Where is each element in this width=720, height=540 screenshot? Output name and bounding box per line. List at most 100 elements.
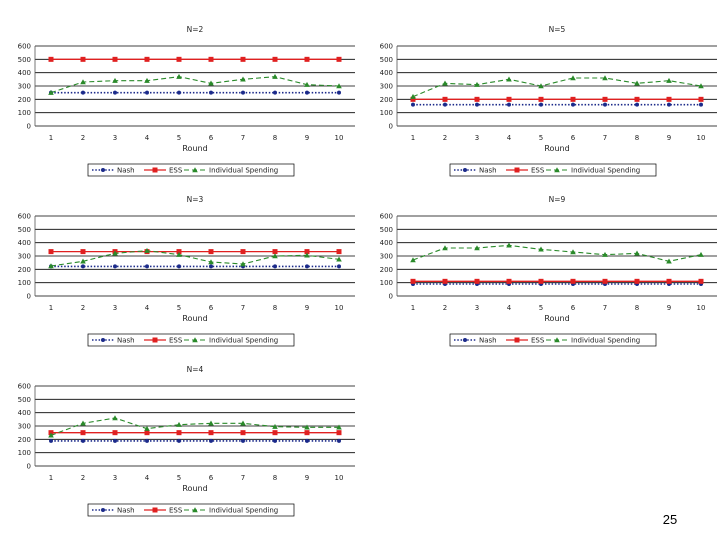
- y-tick-label: 200: [380, 266, 393, 274]
- legend-label-ess: ESS: [169, 167, 183, 175]
- x-tick-label: 3: [475, 304, 479, 312]
- series-ess: [410, 278, 704, 284]
- y-tick-label: 500: [380, 226, 393, 234]
- series-line-individual-spending: [412, 244, 702, 262]
- data-point-individual-spending: [112, 250, 118, 256]
- data-point-ess: [48, 56, 54, 62]
- data-point-ess: [570, 278, 576, 284]
- data-point-ess: [112, 430, 118, 436]
- data-point-individual-spending: [208, 420, 214, 426]
- data-point-individual-spending: [240, 420, 246, 426]
- data-point-nash: [305, 264, 309, 269]
- data-point-individual-spending: [442, 245, 448, 251]
- x-tick-label: 7: [603, 304, 607, 312]
- legend-label-nash: Nash: [117, 167, 135, 175]
- y-tick-label: 0: [389, 123, 393, 131]
- data-point-ess: [698, 278, 704, 284]
- x-tick-label: 2: [443, 304, 447, 312]
- series-individual-spending: [410, 75, 704, 99]
- y-tick-label: 0: [27, 123, 31, 131]
- data-point-ess: [442, 278, 448, 284]
- data-point-ess: [538, 96, 544, 102]
- legend-marker-ess: [152, 337, 158, 343]
- legend-marker-nash: [463, 338, 467, 342]
- x-tick-label: 4: [507, 304, 512, 312]
- data-point-ess: [442, 96, 448, 102]
- data-point-ess: [506, 96, 512, 102]
- legend: Nash ESS Individual Spending: [449, 333, 657, 347]
- y-tick-label: 300: [18, 423, 31, 431]
- data-point-nash: [273, 264, 277, 269]
- y-tick-label: 600: [380, 213, 393, 221]
- legend-marker-individual-spending: [554, 167, 560, 173]
- data-point-ess: [336, 56, 342, 62]
- x-tick-label: 5: [539, 304, 543, 312]
- series-line-individual-spending: [50, 417, 339, 436]
- data-point-nash: [145, 438, 149, 443]
- data-point-ess: [602, 278, 608, 284]
- x-tick-label: 7: [241, 304, 245, 312]
- data-point-ess: [570, 96, 576, 102]
- legend: Nash ESS Individual Spending: [87, 503, 295, 517]
- data-point-nash: [337, 438, 341, 443]
- data-point-nash: [337, 90, 341, 95]
- data-point-nash: [81, 264, 85, 269]
- legend-label-nash: Nash: [479, 337, 497, 345]
- legend-label-individual-spending: Individual Spending: [209, 167, 278, 175]
- legend-marker-ess: [152, 167, 158, 173]
- legend-label-ess: ESS: [531, 167, 545, 175]
- series-individual-spending: [48, 73, 342, 95]
- series-line-individual-spending: [50, 250, 340, 267]
- data-point-individual-spending: [336, 424, 342, 430]
- y-tick-label: 100: [380, 109, 393, 117]
- data-point-ess: [304, 56, 310, 62]
- legend-label-nash: Nash: [117, 507, 135, 515]
- data-point-ess: [240, 249, 246, 255]
- data-point-individual-spending: [272, 423, 278, 429]
- data-point-individual-spending: [176, 421, 182, 427]
- data-point-nash: [177, 264, 181, 269]
- data-point-individual-spending: [80, 258, 86, 264]
- x-tick-label: 10: [697, 134, 706, 142]
- series-nash: [49, 90, 341, 95]
- y-tick-label: 300: [18, 253, 31, 261]
- data-point-ess: [176, 249, 182, 255]
- data-point-individual-spending: [410, 93, 416, 99]
- x-tick-label: 1: [49, 474, 53, 482]
- x-tick-label: 9: [305, 304, 309, 312]
- legend-box: [449, 333, 657, 347]
- y-tick-label: 500: [18, 226, 31, 234]
- x-tick-label: 8: [273, 474, 277, 482]
- data-point-individual-spending: [666, 258, 672, 264]
- series-individual-spending: [48, 247, 342, 269]
- legend-label-nash: Nash: [117, 337, 135, 345]
- data-point-ess: [304, 430, 310, 436]
- data-point-ess: [80, 430, 86, 436]
- data-point-nash: [145, 264, 149, 269]
- legend-marker-individual-spending: [192, 507, 198, 513]
- data-point-individual-spending: [240, 261, 246, 267]
- data-point-individual-spending: [48, 263, 54, 269]
- x-tick-label: 1: [49, 304, 53, 312]
- x-tick-label: 9: [667, 134, 671, 142]
- data-point-ess: [666, 278, 672, 284]
- data-point-individual-spending: [144, 425, 150, 431]
- y-tick-label: 100: [18, 109, 31, 117]
- data-point-ess: [208, 430, 214, 436]
- x-tick-label: 7: [603, 134, 607, 142]
- data-point-nash: [49, 438, 53, 443]
- data-point-ess: [176, 56, 182, 62]
- data-point-individual-spending: [538, 246, 544, 252]
- x-tick-label: 7: [241, 474, 245, 482]
- data-point-individual-spending: [506, 76, 512, 82]
- data-point-ess: [506, 278, 512, 284]
- data-point-individual-spending: [208, 80, 214, 86]
- y-tick-label: 500: [380, 56, 393, 64]
- x-tick-label: 6: [209, 134, 214, 142]
- y-tick-label: 600: [18, 383, 31, 391]
- x-tick-label: 5: [539, 134, 543, 142]
- series-nash: [49, 438, 341, 443]
- data-point-individual-spending: [442, 80, 448, 86]
- data-point-nash: [273, 438, 277, 443]
- data-point-ess: [304, 249, 310, 255]
